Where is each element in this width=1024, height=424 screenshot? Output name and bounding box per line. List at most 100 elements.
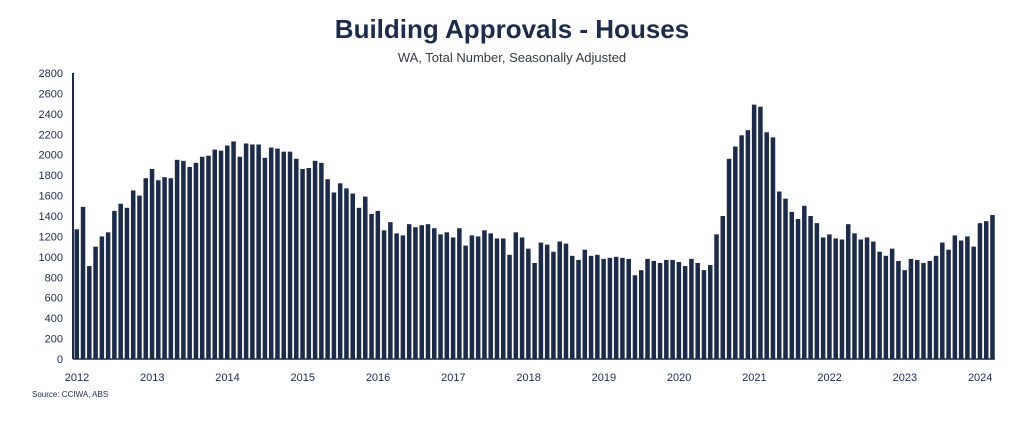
bar [983,221,989,359]
y-tick-label: 1800 [39,170,63,182]
bar [231,141,236,359]
y-tick-label: 1400 [39,211,63,223]
y-tick-label: 2200 [39,129,63,141]
bar [93,246,98,359]
bar [783,198,788,359]
y-tick-label: 200 [45,334,63,346]
bar [645,258,650,359]
bar [563,243,569,359]
bar [726,158,732,359]
x-tick-label: 2018 [516,372,540,384]
x-tick-label: 2024 [968,372,992,384]
bar [551,251,556,359]
bar [306,167,312,359]
bar [845,224,851,359]
bar [526,248,531,359]
y-tick-label: 600 [45,293,63,305]
bar [218,150,224,359]
bar [670,259,675,359]
source-note: Source: CCIWA, ABS [32,390,109,399]
bar [74,229,80,359]
bar [751,104,757,359]
bar [193,162,199,359]
bar [181,160,186,359]
bar [971,246,976,359]
bar [124,207,130,359]
bar [519,237,525,359]
bar [607,257,613,359]
bar [852,233,857,359]
bar [720,216,726,359]
bar [776,191,782,359]
bar [400,235,406,359]
bar [808,216,813,359]
bar [933,255,939,359]
bar [676,261,682,359]
bar [714,234,719,359]
bar [588,255,594,359]
bar [482,230,487,359]
bar [344,188,349,359]
bar [638,270,644,359]
bar [381,230,387,359]
bar [952,235,958,359]
bar [682,266,688,359]
bar [250,144,255,359]
bar [118,203,123,359]
bar [325,179,330,359]
bar [927,260,933,359]
bar [168,178,174,359]
bar [275,148,280,359]
bar [820,237,826,359]
x-tick-label: 2022 [817,372,841,384]
bar [802,205,807,359]
bar [532,262,537,359]
bar [758,106,763,360]
bar [206,155,211,359]
bar [557,241,562,359]
bar [576,259,581,359]
bar [689,258,694,359]
bar [946,249,951,359]
bar [130,190,136,359]
bar [990,214,995,359]
bar [112,210,117,359]
x-tick-label: 2015 [291,372,315,384]
bar [908,258,914,359]
bar [287,151,293,359]
bar [425,224,431,359]
bar [149,169,155,359]
bar [921,262,926,359]
bar [570,255,575,359]
bar [80,206,86,359]
bar [651,260,657,359]
bar [582,249,588,359]
bar [620,257,625,359]
bar [883,255,889,359]
bar [432,228,437,359]
bar [513,232,519,359]
bar [319,162,324,359]
bar [294,158,299,359]
x-tick-label: 2014 [215,372,239,384]
bar [388,222,393,359]
bar [795,219,801,359]
bar [350,193,355,359]
bar [733,146,738,359]
bar [156,180,161,359]
x-tick-label: 2021 [742,372,766,384]
chart-title: Building Approvals - Houses [334,14,690,44]
bar [281,151,286,359]
bar [940,242,945,359]
bar [877,251,882,359]
bar [137,195,142,359]
bar [965,236,970,359]
bar [99,236,105,359]
y-tick-label: 2800 [39,68,63,80]
bar [475,236,481,359]
bar [406,224,412,359]
bar [657,262,663,359]
bar [105,232,111,359]
bar [977,223,983,359]
